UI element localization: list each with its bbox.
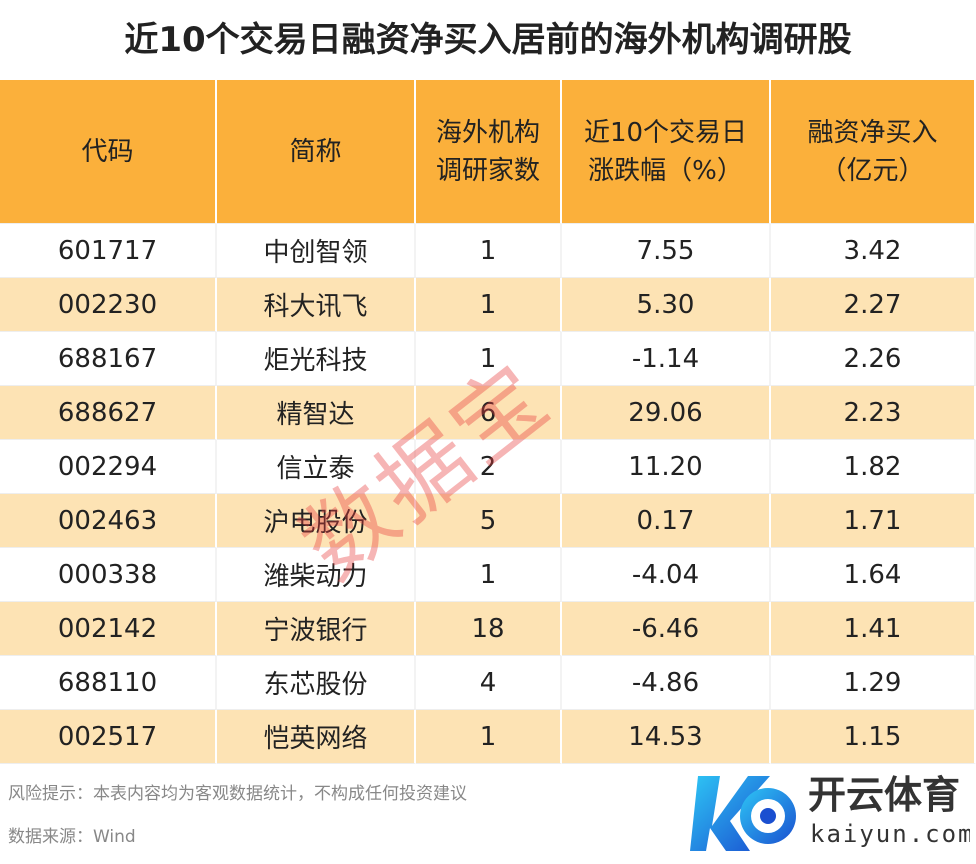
table-cell: 002142 xyxy=(0,602,217,656)
header-text: 代码 xyxy=(81,136,134,167)
table-cell: 688110 xyxy=(0,656,217,710)
table-row: 000338 潍柴动力 1 -4.04 1.64 xyxy=(0,548,976,602)
header-text: 涨跌幅（%） xyxy=(588,155,743,186)
table-cell: -4.04 xyxy=(562,548,771,602)
table-row: 688110 东芯股份 4 -4.86 1.29 xyxy=(0,656,976,710)
logo-name: 开云体育 xyxy=(808,773,960,817)
table-cell: 002517 xyxy=(0,710,217,764)
table-cell: 恺英网络 xyxy=(217,710,416,764)
table-row: 002517 恺英网络 1 14.53 1.15 xyxy=(0,710,976,764)
table-cell: 000338 xyxy=(0,548,217,602)
table-cell: 1 xyxy=(416,548,562,602)
table-cell: 688627 xyxy=(0,386,217,440)
table-cell: 1.82 xyxy=(771,440,976,494)
logo-domain: kaiyun.com xyxy=(810,820,970,848)
table: 代码 简称 海外机构 调研家数 近10个交易日 涨跌幅（%） 融资净买入 （亿元） 601717… xyxy=(0,80,976,764)
table-cell: 002230 xyxy=(0,278,217,332)
header-text: 近10个交易日 xyxy=(583,117,748,148)
table-cell: 1 xyxy=(416,224,562,278)
header-cell: 代码 xyxy=(0,80,217,224)
table-cell: -1.14 xyxy=(562,332,771,386)
table-row: 601717 中创智领 1 7.55 3.42 xyxy=(0,224,976,278)
header-text: （亿元） xyxy=(820,155,925,186)
table-cell: 1 xyxy=(416,332,562,386)
table-cell: 东芯股份 xyxy=(217,656,416,710)
table-cell: 1.29 xyxy=(771,656,976,710)
footnote: 风险提示：本表内容均为客观数据统计，不构成任何投资建议 xyxy=(8,784,467,804)
table-row: 688627 精智达 6 29.06 2.23 xyxy=(0,386,976,440)
table-cell: 炬光科技 xyxy=(217,332,416,386)
header-text: 简称 xyxy=(289,136,342,167)
table-cell: 2.27 xyxy=(771,278,976,332)
table-cell: 0.17 xyxy=(562,494,771,548)
table-cell: 1 xyxy=(416,710,562,764)
table-cell: 沪电股份 xyxy=(217,494,416,548)
table-cell: 4 xyxy=(416,656,562,710)
table-cell: 11.20 xyxy=(562,440,771,494)
table-cell: 信立泰 xyxy=(217,440,416,494)
table-cell: 5 xyxy=(416,494,562,548)
table-cell: 宁波银行 xyxy=(217,602,416,656)
header-text: 调研家数 xyxy=(435,155,540,186)
table-cell: 7.55 xyxy=(562,224,771,278)
table-cell: 1.41 xyxy=(771,602,976,656)
table-cell: 2.23 xyxy=(771,386,976,440)
table-cell: -4.86 xyxy=(562,656,771,710)
table-cell: 5.30 xyxy=(562,278,771,332)
header-row: 代码 简称 海外机构 调研家数 近10个交易日 涨跌幅（%） 融资净买入 （亿元） xyxy=(0,80,976,224)
table-cell: 科大讯飞 xyxy=(217,278,416,332)
table-cell: 3.42 xyxy=(771,224,976,278)
table-row: 002294 信立泰 2 11.20 1.82 xyxy=(0,440,976,494)
logo-ball-spot xyxy=(760,808,776,824)
header-cell: 简称 xyxy=(217,80,416,224)
table-cell: 1.15 xyxy=(771,710,976,764)
title: 近10个交易日融资净买入居前的海外机构调研股 xyxy=(124,20,852,60)
table-row: 002463 沪电股份 5 0.17 1.71 xyxy=(0,494,976,548)
table-cell: 1 xyxy=(416,278,562,332)
header-cell: 海外机构 调研家数 xyxy=(416,80,562,224)
logo: 开云体育 kaiyun.com xyxy=(690,773,970,851)
table-cell: 1.64 xyxy=(771,548,976,602)
table-cell: -6.46 xyxy=(562,602,771,656)
table-cell: 14.53 xyxy=(562,710,771,764)
table-cell: 002294 xyxy=(0,440,217,494)
table-cell: 6 xyxy=(416,386,562,440)
table-cell: 2.26 xyxy=(771,332,976,386)
table-cell: 潍柴动力 xyxy=(217,548,416,602)
table-row: 002230 科大讯飞 1 5.30 2.27 xyxy=(0,278,976,332)
table-cell: 2 xyxy=(416,440,562,494)
table-row: 002142 宁波银行 18 -6.46 1.41 xyxy=(0,602,976,656)
table-cell: 002463 xyxy=(0,494,217,548)
footnote: 数据来源：Wind xyxy=(8,827,136,847)
table-row: 688167 炬光科技 1 -1.14 2.26 xyxy=(0,332,976,386)
header-cell: 融资净买入 （亿元） xyxy=(771,80,976,224)
table-cell: 29.06 xyxy=(562,386,771,440)
table-cell: 精智达 xyxy=(217,386,416,440)
header-cell: 近10个交易日 涨跌幅（%） xyxy=(562,80,771,224)
table-cell: 中创智领 xyxy=(217,224,416,278)
table-cell: 601717 xyxy=(0,224,217,278)
header-text: 融资净买入 xyxy=(807,117,938,148)
table-cell: 18 xyxy=(416,602,562,656)
table-cell: 1.71 xyxy=(771,494,976,548)
table-cell: 688167 xyxy=(0,332,217,386)
header-text: 海外机构 xyxy=(435,117,540,148)
